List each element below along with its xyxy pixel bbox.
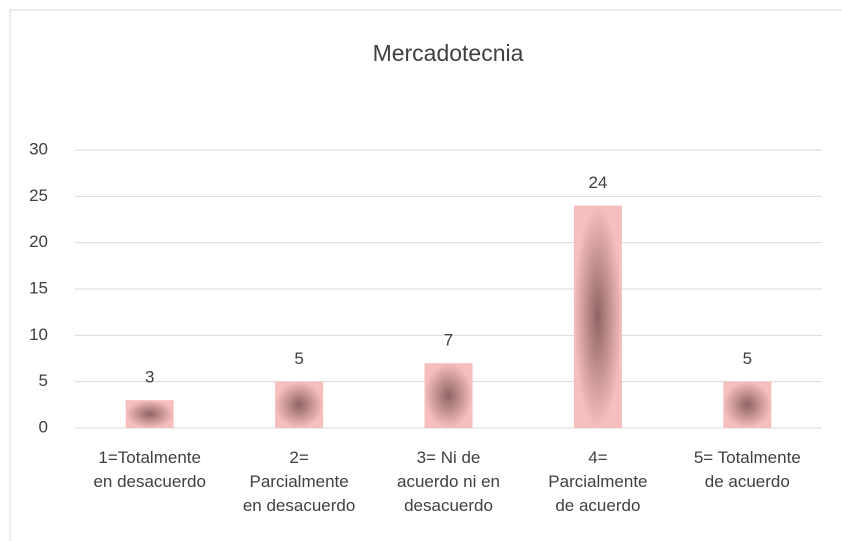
- y-tick-label: 25: [29, 186, 48, 205]
- bar: [424, 363, 473, 428]
- bar: [275, 381, 324, 428]
- bar: [573, 205, 622, 428]
- data-label: 5: [743, 349, 752, 368]
- y-tick-label: 15: [29, 278, 48, 297]
- y-tick-label: 30: [29, 139, 48, 158]
- y-tick-label: 10: [29, 325, 48, 344]
- x-tick-label: 1=Totalmente en desacuerdo: [93, 448, 206, 491]
- data-label: 7: [444, 331, 453, 350]
- y-tick-label: 0: [39, 417, 48, 436]
- y-tick-label: 5: [39, 371, 48, 390]
- bar: [723, 381, 772, 428]
- data-label: 24: [588, 173, 607, 192]
- x-tick-label: 4= Parcialmente de acuerdo: [548, 448, 648, 515]
- chart-title: Mercadotecnia: [373, 40, 524, 66]
- data-label: 5: [294, 349, 303, 368]
- bar: [125, 400, 174, 428]
- y-tick-label: 20: [29, 232, 48, 251]
- x-tick-label: 5= Totalmente de acuerdo: [693, 448, 801, 491]
- x-tick-label: 2= Parcialmente en desacuerdo: [242, 448, 356, 515]
- x-tick-label: 3= Ni de acuerdo ni en desacuerdo: [396, 448, 501, 515]
- data-label: 3: [145, 368, 154, 387]
